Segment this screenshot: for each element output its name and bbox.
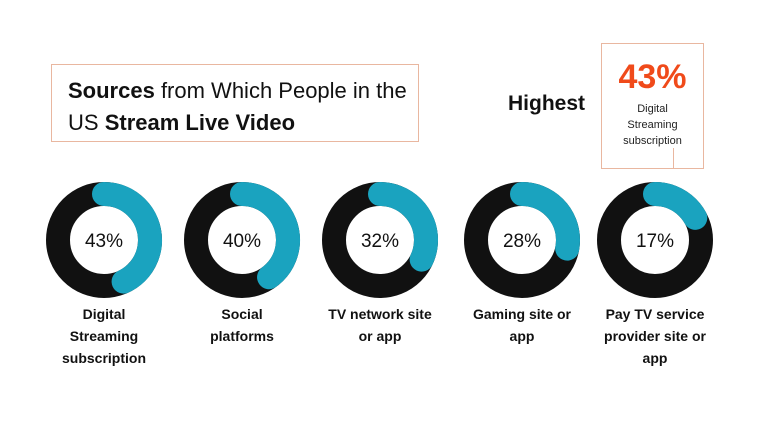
donut-value-arc (368, 182, 438, 272)
title-bold-stream-live-video: Stream Live Video (104, 110, 296, 135)
category-label: Digital Streaming subscription (61, 306, 146, 366)
title-bold-sources: Sources (68, 78, 155, 103)
donut-value-arc (230, 182, 300, 290)
donut-value-arc (510, 182, 580, 261)
donut-value-label: 32% (361, 231, 399, 252)
donut-value-label: 40% (223, 231, 261, 252)
donut-value-label: 28% (503, 231, 541, 252)
highest-value: 43% (618, 58, 687, 96)
callout-connector (673, 148, 674, 168)
donut-value-label: 43% (85, 231, 123, 252)
donut-5: 17% (597, 182, 713, 298)
donut-3: 32% (322, 182, 438, 298)
category-label: TV network site or app (328, 306, 432, 344)
donut-2: 40% (184, 182, 300, 298)
donut-1: 43% (46, 182, 162, 298)
donut-value-arc (643, 182, 708, 230)
category-label: Gaming site or app (472, 306, 572, 344)
donut-value-label: 17% (636, 231, 674, 252)
category-label: Social platforms (210, 306, 274, 344)
chart-title: Sources from Which People in the US Stre… (51, 64, 419, 142)
donut-value-arc (92, 182, 162, 294)
highest-callout: 43% Digital Streaming subscription (601, 43, 704, 169)
category-label: Pay TV service provider site or app (604, 306, 706, 366)
highest-label: Highest (508, 92, 586, 115)
highest-description: Digital Streaming subscription (623, 103, 682, 147)
donut-4: 28% (464, 182, 580, 298)
title-middle: from Which People in the US (68, 78, 407, 135)
